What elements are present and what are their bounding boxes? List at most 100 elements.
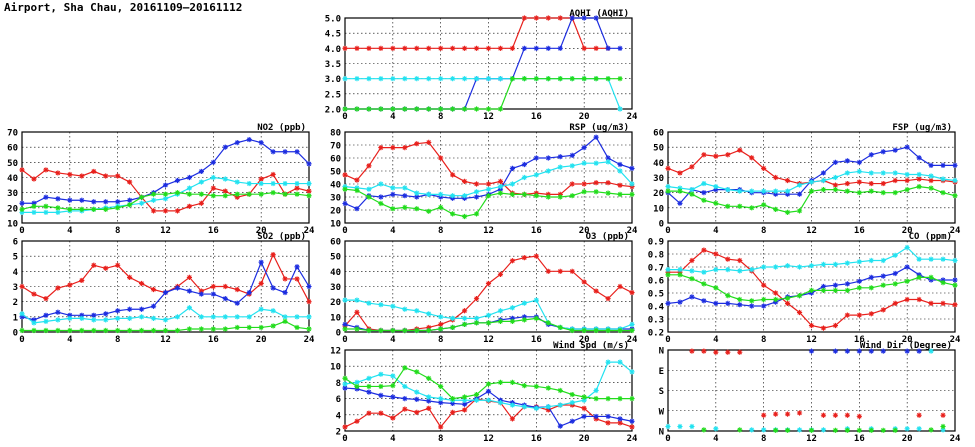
data-point-cyan xyxy=(426,191,432,197)
data-point-blue xyxy=(485,388,492,394)
data-point-cyan xyxy=(796,264,803,270)
data-point-cyan xyxy=(892,252,898,258)
data-point-red xyxy=(79,277,85,284)
data-point-cyan xyxy=(773,188,779,194)
x-tick-label: 20 xyxy=(902,434,913,444)
data-point-green xyxy=(629,191,635,197)
data-point-cyan xyxy=(138,200,145,206)
data-point-blue xyxy=(916,348,922,354)
data-point-red xyxy=(450,172,456,178)
data-point-red xyxy=(461,407,468,413)
data-point-blue xyxy=(904,144,910,150)
data-point-cyan xyxy=(796,182,803,188)
x-tick-label: 0 xyxy=(19,226,24,236)
data-point-blue xyxy=(79,197,85,203)
data-point-blue xyxy=(162,182,169,188)
data-point-blue xyxy=(270,149,276,155)
y-tick-label: 60 xyxy=(330,238,341,248)
chart-title: Wind Spd (m/s) xyxy=(553,340,629,351)
data-point-green xyxy=(246,324,252,331)
data-point-red xyxy=(737,147,743,153)
data-point-blue xyxy=(605,155,611,161)
data-point-blue xyxy=(461,401,468,407)
x-tick-label: 0 xyxy=(342,226,347,236)
page-title: Airport, Sha Chau, 20161109—20161112 xyxy=(4,1,243,14)
data-point-cyan xyxy=(294,314,300,320)
data-point-cyan xyxy=(138,314,145,320)
data-point-blue xyxy=(414,396,420,403)
data-point-red xyxy=(557,268,563,274)
data-point-blue xyxy=(569,152,575,158)
data-point-green xyxy=(162,327,169,334)
data-point-cyan xyxy=(390,76,396,82)
data-point-red xyxy=(629,424,635,430)
data-point-green xyxy=(402,204,408,210)
x-tick-label: 4 xyxy=(713,226,719,236)
data-point-blue xyxy=(593,413,599,420)
y-tick-label: 6 xyxy=(13,238,18,248)
data-point-green xyxy=(784,427,791,433)
data-point-green xyxy=(677,272,683,278)
data-point-cyan xyxy=(713,267,719,273)
data-point-green xyxy=(629,396,635,402)
x-tick-label: 0 xyxy=(342,434,347,444)
y-tick-label: 10 xyxy=(7,220,18,230)
data-point-green xyxy=(725,203,731,209)
x-tick-label: 20 xyxy=(256,226,267,236)
y-tick-label: E xyxy=(659,367,664,377)
y-tick-label: 20 xyxy=(7,204,18,214)
data-point-red xyxy=(366,410,372,416)
data-point-green xyxy=(67,327,73,334)
data-point-blue xyxy=(677,299,683,305)
data-point-blue xyxy=(773,191,779,197)
data-point-red xyxy=(940,412,946,418)
data-point-green xyxy=(581,189,587,195)
data-point-red xyxy=(414,141,420,147)
data-point-green xyxy=(438,204,444,210)
data-point-blue xyxy=(928,162,934,168)
data-point-green xyxy=(115,327,121,334)
data-point-red xyxy=(784,300,791,306)
data-point-cyan xyxy=(210,314,216,320)
data-point-red xyxy=(713,349,719,355)
data-point-blue xyxy=(868,152,874,158)
data-point-green xyxy=(55,205,61,211)
data-point-blue xyxy=(521,45,527,51)
data-point-red xyxy=(461,45,468,51)
data-point-green xyxy=(103,206,109,212)
y-tick-label: 10 xyxy=(330,313,341,323)
chart-title: O3 (ppb) xyxy=(586,232,629,242)
data-point-red xyxy=(186,203,193,209)
data-point-red xyxy=(402,45,408,51)
data-point-red xyxy=(605,296,611,302)
y-tick-label: 40 xyxy=(7,174,18,184)
data-point-cyan xyxy=(521,300,527,306)
data-point-cyan xyxy=(270,180,276,187)
data-point-red xyxy=(127,179,133,185)
data-point-blue xyxy=(749,303,755,309)
data-point-red xyxy=(904,296,910,303)
data-point-blue xyxy=(210,291,216,297)
data-point-cyan xyxy=(665,184,671,190)
data-point-red xyxy=(761,412,767,418)
data-point-cyan xyxy=(402,383,408,390)
data-point-green xyxy=(43,203,49,209)
data-point-cyan xyxy=(521,404,527,410)
data-point-red xyxy=(162,208,169,214)
y-tick-label: 50 xyxy=(653,144,664,154)
data-point-green xyxy=(844,427,850,433)
data-point-green xyxy=(832,287,839,293)
data-point-blue xyxy=(19,314,25,320)
x-tick-label: 4 xyxy=(713,335,719,345)
data-point-red xyxy=(354,418,360,424)
x-tick-label: 20 xyxy=(579,434,590,444)
data-point-red xyxy=(438,424,444,430)
data-point-cyan xyxy=(761,427,767,433)
data-point-green xyxy=(378,383,384,390)
data-point-green xyxy=(533,383,539,390)
y-tick-label: 0.4 xyxy=(648,303,665,313)
data-point-red xyxy=(450,409,456,415)
data-point-red xyxy=(210,185,216,191)
data-point-red xyxy=(928,300,934,306)
data-point-green xyxy=(521,191,527,197)
